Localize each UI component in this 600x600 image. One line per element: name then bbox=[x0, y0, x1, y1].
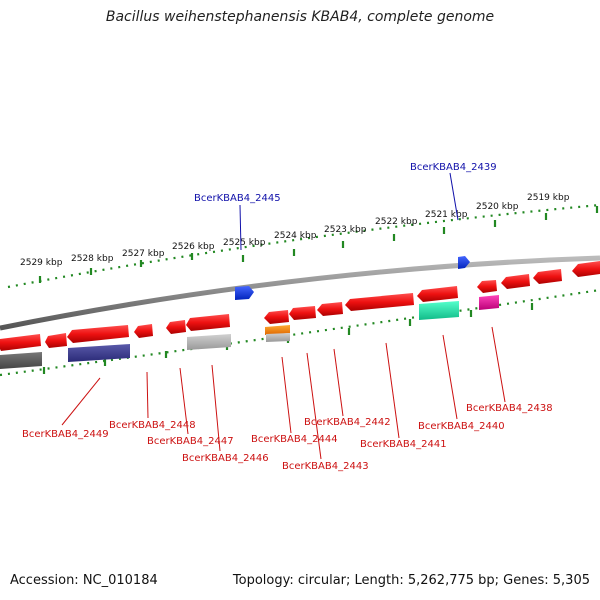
cds-arrow bbox=[67, 325, 129, 343]
cds-arrow bbox=[477, 280, 497, 293]
cds-arrow bbox=[501, 274, 530, 289]
reverse-cds-arrows bbox=[0, 261, 600, 351]
cds-arrow bbox=[166, 320, 186, 334]
outer-major-ticks bbox=[38, 206, 599, 283]
feature-bar-lightgray-small bbox=[266, 333, 290, 342]
kbp-label: 2529 kbp bbox=[20, 258, 63, 268]
label-leader-lines bbox=[61, 172, 506, 460]
kbp-label: 2520 kbp bbox=[476, 202, 519, 212]
cds-arrow bbox=[186, 314, 230, 331]
kbp-label: 2527 kbp bbox=[122, 249, 165, 259]
gene-label-2439: BcerKBAB4_2439 bbox=[410, 162, 497, 173]
feature-bar-gray bbox=[0, 352, 42, 369]
cds-arrow bbox=[134, 324, 153, 338]
outer-tick-ring bbox=[7, 203, 600, 289]
kbp-label: 2523 kbp bbox=[324, 225, 367, 235]
kbp-scale-labels: 2529 kbp 2528 kbp 2527 kbp 2526 kbp 2525… bbox=[20, 193, 570, 268]
feature-bar-teal bbox=[419, 301, 459, 320]
kbp-label: 2521 kbp bbox=[425, 210, 468, 220]
map-title: Bacillus weihenstephanensis KBAB4, compl… bbox=[105, 9, 495, 25]
gene-label-2446: BcerKBAB4_2446 bbox=[182, 453, 269, 464]
gene-label-2440: BcerKBAB4_2440 bbox=[418, 421, 505, 432]
cds-arrow bbox=[345, 293, 414, 311]
gene-label-2449: BcerKBAB4_2449 bbox=[22, 429, 109, 440]
accession-text: Accession: NC_010184 bbox=[10, 573, 158, 588]
forward-gene-arrow bbox=[235, 286, 254, 300]
genome-backbone bbox=[0, 255, 600, 331]
gene-label-2445: BcerKBAB4_2445 bbox=[194, 193, 281, 204]
gene-label-2447: BcerKBAB4_2447 bbox=[147, 436, 234, 447]
cds-arrow bbox=[45, 333, 67, 348]
gene-label-2441: BcerKBAB4_2441 bbox=[360, 439, 447, 450]
cds-arrow bbox=[0, 334, 41, 351]
gene-label-2443: BcerKBAB4_2443 bbox=[282, 461, 369, 472]
feature-bars bbox=[0, 295, 499, 369]
feature-bar-orange bbox=[265, 325, 290, 335]
kbp-label: 2525 kbp bbox=[223, 238, 266, 248]
feature-bar-pink bbox=[479, 295, 499, 310]
feature-bar-purple bbox=[68, 344, 130, 362]
cds-arrow bbox=[417, 286, 458, 302]
cds-arrow bbox=[533, 269, 562, 284]
cds-arrow bbox=[289, 306, 316, 320]
kbp-label: 2522 kbp bbox=[375, 217, 418, 227]
gene-label-2444: BcerKBAB4_2444 bbox=[251, 434, 338, 445]
kbp-label: 2526 kbp bbox=[172, 242, 215, 252]
cds-arrow bbox=[317, 302, 343, 316]
inner-tick-ring bbox=[0, 288, 600, 377]
feature-bar-lightgray bbox=[187, 334, 231, 350]
gene-label-2448: BcerKBAB4_2448 bbox=[109, 420, 196, 431]
kbp-label: 2524 kbp bbox=[274, 231, 317, 241]
gene-label-2442: BcerKBAB4_2442 bbox=[304, 417, 391, 428]
forward-gene-arrow bbox=[458, 256, 470, 269]
kbp-label: 2519 kbp bbox=[527, 193, 570, 203]
cds-arrow bbox=[264, 310, 289, 324]
cds-arrow bbox=[572, 261, 600, 277]
topology-text: Topology: circular; Length: 5,262,775 bp… bbox=[232, 573, 590, 588]
kbp-label: 2528 kbp bbox=[71, 254, 114, 264]
gene-label-2438: BcerKBAB4_2438 bbox=[466, 403, 553, 414]
